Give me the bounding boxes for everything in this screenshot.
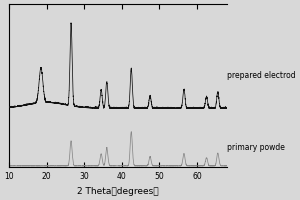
Text: primary powde: primary powde: [227, 143, 285, 152]
Text: prepared electrod: prepared electrod: [227, 71, 296, 80]
X-axis label: 2 Theta（degrees）: 2 Theta（degrees）: [77, 187, 159, 196]
